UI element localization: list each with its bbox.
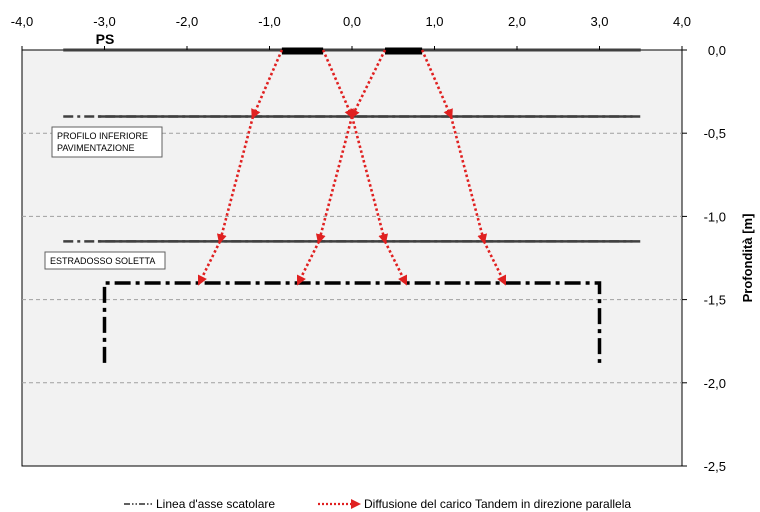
- y-tick-label-0: 0,0: [708, 43, 726, 58]
- y-tick-label-4: -2,0: [704, 376, 726, 391]
- diffusion-line-1-seg-0: [321, 49, 354, 120]
- y-tick-label-1: -0,5: [704, 126, 726, 141]
- x-tick-label-2: -2,0: [176, 14, 198, 29]
- legend: Linea d'asse scatolare Diffusione del ca…: [124, 497, 631, 511]
- diffusion-line-2-seg-0: [350, 49, 387, 120]
- diffusion-line-3-seg-1: [449, 116, 488, 245]
- diffusion-line-0-seg-1: [216, 116, 255, 245]
- y-tick-label-2: -1,0: [704, 209, 726, 224]
- y-tick-label-3: -1,5: [704, 293, 726, 308]
- box-axis-line: [102, 281, 602, 363]
- y-axis-label: Profondità [m]: [740, 214, 755, 303]
- ps-label: PS: [96, 31, 115, 47]
- legend-label-diffusion: Diffusione del carico Tandem in direzion…: [364, 497, 631, 511]
- x-tick-label-6: 2,0: [508, 14, 526, 29]
- x-tick-label-1: -3,0: [93, 14, 115, 29]
- diffusion-line-1-seg-1: [315, 116, 354, 245]
- diffusion-line-3-seg-0: [420, 49, 453, 120]
- x-tick-label-7: 3,0: [590, 14, 608, 29]
- diffusion-layer: [198, 49, 506, 286]
- x-tick-label-8: 4,0: [673, 14, 691, 29]
- x-tick-label-3: -1,0: [258, 14, 280, 29]
- x-tick-label-4: 0,0: [343, 14, 361, 29]
- diffusion-line-0-seg-0: [251, 49, 284, 120]
- grid-layer: [22, 132, 682, 384]
- x-tick-label-5: 1,0: [425, 14, 443, 29]
- pavimentazione-label-box: PROFILO INFERIORE PAVIMENTAZIONE: [51, 126, 163, 158]
- y-tick-label-5: -2,5: [704, 459, 726, 474]
- ticks-layer: -4,0 -3,0 -2,0 -1,0 0,0 1,0 2,0 3,0 4,0 0,0 -0,5 -1…: [11, 14, 726, 474]
- legend-entry-diffusion: Diffusione del carico Tandem in direzion…: [318, 497, 631, 511]
- pavimentazione-label-line1: PROFILO INFERIORE: [57, 131, 148, 141]
- x-tick-label-0: -4,0: [11, 14, 33, 29]
- pavimentazione-label-line2: PAVIMENTAZIONE: [57, 143, 135, 153]
- soletta-label: ESTRADOSSO SOLETTA: [50, 256, 155, 266]
- legend-entry-box-axis: Linea d'asse scatolare: [124, 497, 275, 511]
- soletta-label-box: ESTRADOSSO SOLETTA: [44, 251, 166, 270]
- diffusion-line-2-seg-1: [350, 116, 389, 245]
- legend-label-box-axis: Linea d'asse scatolare: [156, 497, 275, 511]
